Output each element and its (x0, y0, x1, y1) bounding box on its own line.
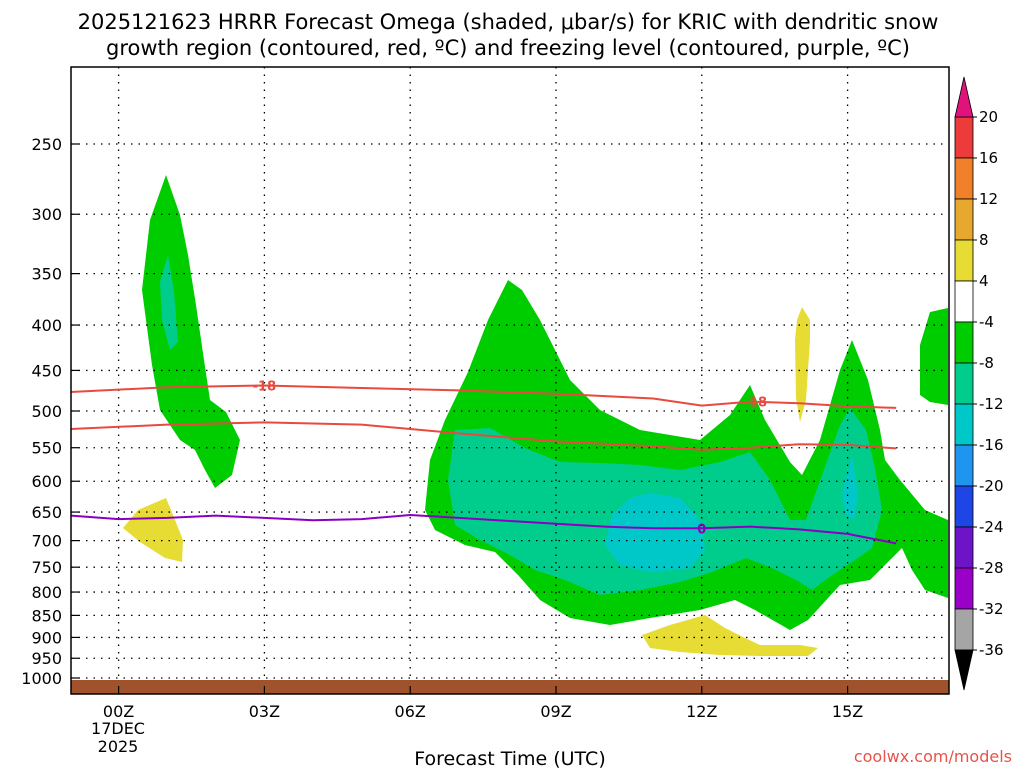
omega-shade-yellow-high (795, 307, 810, 422)
colorbar-segment (954, 239, 974, 282)
colorbar-label: -12 (979, 395, 1004, 413)
chart-title-line2: growth region (contoured, red, ºC) and f… (106, 36, 910, 60)
omega-shade-cyan-main (605, 493, 705, 572)
contour-label: 0 (697, 522, 706, 537)
x-tick-label: 09Z (540, 702, 571, 721)
x-date-label-day: 17DEC (91, 719, 145, 738)
colorbar-label: 12 (979, 190, 998, 208)
colorbar-label: 8 (979, 231, 989, 249)
colorbar-segment (954, 321, 974, 364)
colorbar-segment (954, 608, 974, 651)
y-tick-label: 650 (31, 503, 62, 522)
contour-label: -18 (744, 396, 768, 411)
x-date-label-year: 2025 (98, 737, 139, 756)
omega-shade-yellow-low (642, 615, 818, 656)
contour-line (71, 421, 897, 451)
contour-label: -18 (253, 380, 277, 395)
credit-label: coolwx.com/models (854, 747, 1012, 766)
colorbar-segment (954, 567, 974, 610)
y-tick-label: 950 (31, 649, 62, 668)
plot-frame (70, 66, 950, 695)
colorbar-top-arrow (954, 76, 974, 118)
colorbar-segment (954, 403, 974, 446)
x-tick-label: 06Z (395, 702, 426, 721)
colorbar-bottom-arrow (954, 649, 974, 691)
x-axis: 00Z 03Z 06Z 09Z 12Z 15Z (103, 686, 863, 721)
x-tick-label: 03Z (249, 702, 280, 721)
omega-shade-yellow-early (123, 498, 183, 562)
colorbar-label: -4 (979, 313, 994, 331)
y-tick-label: 450 (31, 361, 62, 380)
colorbar-segment (954, 526, 974, 569)
colorbar-label: 16 (979, 149, 998, 167)
x-tick-label: 15Z (832, 702, 863, 721)
colorbar-segment (954, 444, 974, 487)
colorbar-segment (954, 157, 974, 200)
omega-shade-seafoam-early (160, 255, 178, 350)
colorbar-segment (954, 485, 974, 528)
y-axis: 250 300 350 400 450 500 550 600 650 700 750 800 850 9… (21, 135, 79, 688)
y-tick-label: 500 (31, 402, 62, 421)
x-tick-label: 12Z (686, 702, 717, 721)
colorbar-label: 20 (979, 108, 998, 126)
colorbar-label: -28 (979, 559, 1004, 577)
y-tick-label: 750 (31, 558, 62, 577)
colorbar-label: -24 (979, 518, 1004, 536)
omega-shade-green-right (920, 308, 948, 405)
y-tick-label: 850 (31, 606, 62, 625)
omega-shading (123, 175, 948, 656)
colorbar-label: -32 (979, 600, 1004, 618)
colorbar-segment (954, 198, 974, 241)
colorbar-label: -20 (979, 477, 1004, 495)
y-tick-label: 550 (31, 439, 62, 458)
chart-title-line1: 2025121623 HRRR Forecast Omega (shaded, … (78, 10, 939, 34)
y-tick-label: 800 (31, 583, 62, 602)
contour-line (71, 513, 897, 545)
colorbar-label: 4 (979, 272, 989, 290)
y-tick-label: 900 (31, 628, 62, 647)
y-tick-label: 350 (31, 265, 62, 284)
y-tick-label: 600 (31, 472, 62, 491)
colorbar-label: -8 (979, 354, 994, 372)
colorbar-segment (954, 280, 974, 323)
y-tick-label: 400 (31, 316, 62, 335)
y-tick-label: 250 (31, 135, 62, 154)
x-axis-title: Forecast Time (UTC) (414, 748, 605, 768)
colorbar-segment (954, 116, 974, 159)
colorbar-label: -16 (979, 436, 1004, 454)
ground-surface (71, 680, 949, 694)
omega-shade-cyan-right (842, 455, 858, 520)
contour-line (71, 384, 897, 409)
y-tick-label: 1000 (21, 669, 62, 688)
colorbar: 20 16 12 8 4 -4 -8 -12 -16 -20 -24 -28 -32 -36 (954, 76, 1004, 691)
colorbar-segment (954, 362, 974, 405)
x-tick-label: 00Z (103, 702, 134, 721)
y-tick-label: 700 (31, 532, 62, 551)
colorbar-label: -36 (979, 641, 1004, 659)
y-tick-label: 300 (31, 205, 62, 224)
contour-lines: -18 -18 0 (71, 380, 897, 545)
omega-shade-green-early (142, 175, 240, 488)
